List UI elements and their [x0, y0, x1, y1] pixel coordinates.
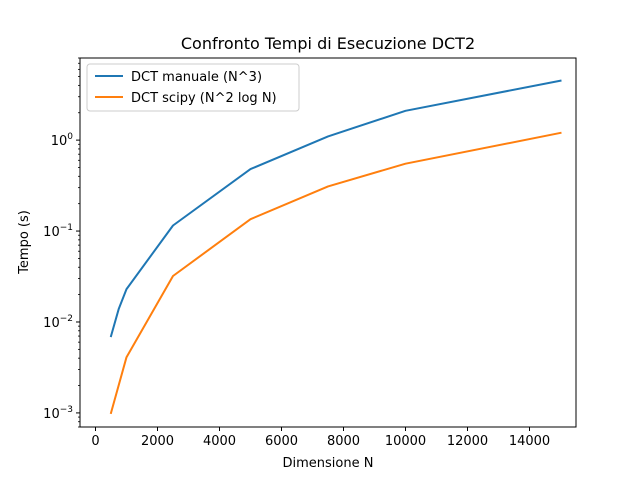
x-tick-label: 14000: [509, 434, 550, 449]
legend-box: [86, 63, 300, 112]
x-tick-label: 10000: [385, 434, 426, 449]
y-axis-label: Tempo (s): [17, 210, 32, 275]
y-tick-label: 10−2: [43, 314, 73, 331]
series-line-dct-scipy: [109, 131, 562, 415]
chart-title: Confronto Tempi di Esecuzione DCT2: [181, 34, 475, 53]
y-axis: 10−3 10−2 10−1 100: [43, 57, 80, 428]
legend: DCT manuale (N^3) DCT scipy (N^2 log N): [86, 63, 300, 112]
x-tick-label: 6000: [265, 434, 298, 449]
plot-frame: [79, 57, 577, 428]
legend-label-dct-manuale: DCT manuale (N^3): [131, 70, 262, 85]
x-axis: 0 2000 4000 6000 8000 10000 12000 14000: [91, 427, 550, 449]
x-tick-label: 8000: [327, 434, 360, 449]
x-tick-label: 12000: [447, 434, 488, 449]
y-tick-label: 10−1: [43, 223, 73, 240]
x-tick-label: 0: [91, 434, 99, 449]
legend-label-dct-scipy: DCT scipy (N^2 log N): [131, 91, 277, 106]
x-axis-label: Dimensione N: [283, 456, 374, 471]
y-tick-label: 10−3: [43, 405, 73, 422]
y-tick-label: 100: [51, 132, 74, 149]
x-tick-label: 2000: [141, 434, 174, 449]
series-line-dct-manuale: [109, 79, 562, 338]
x-tick-label: 4000: [203, 434, 236, 449]
plot-lines: [109, 79, 562, 415]
